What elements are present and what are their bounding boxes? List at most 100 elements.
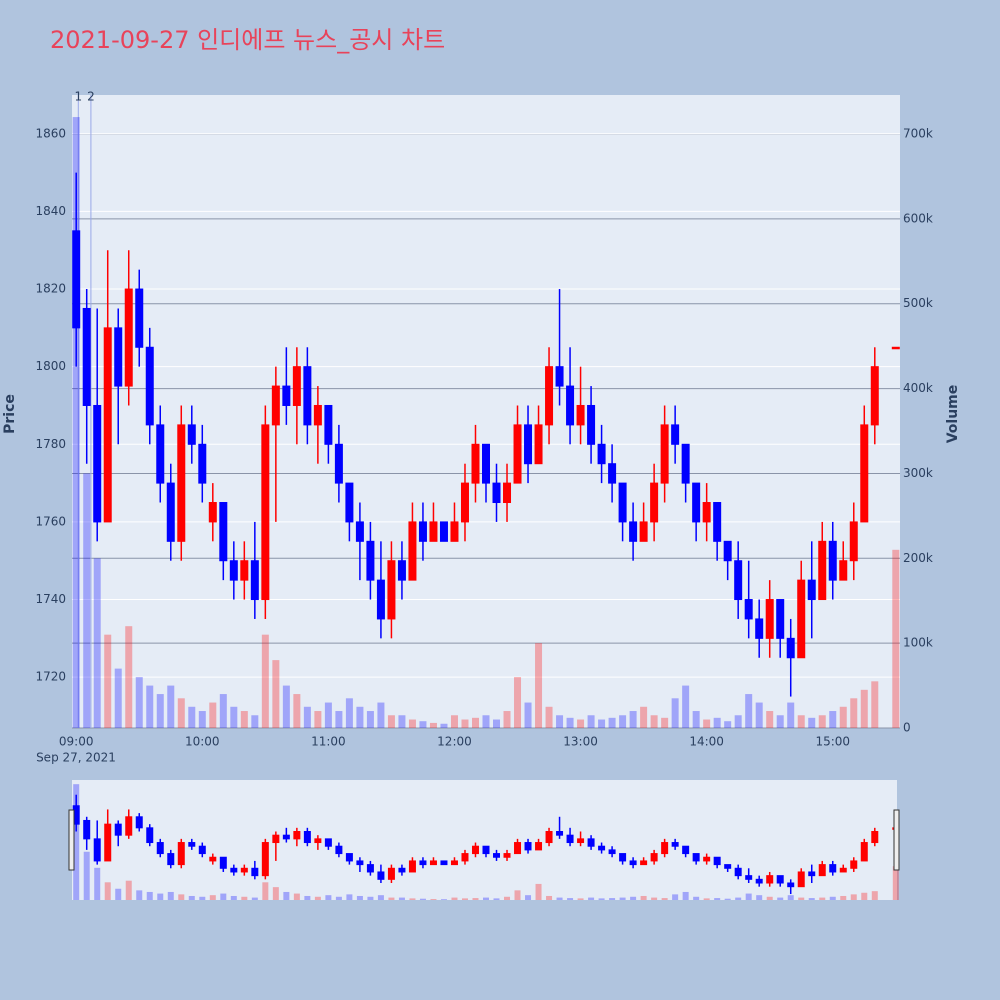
- candle-body: [503, 482, 512, 504]
- slider-candle-body: [114, 823, 122, 836]
- slider-volume-bar: [104, 882, 111, 900]
- volume-bar: [209, 702, 217, 728]
- candle-body: [72, 230, 81, 329]
- x-tick-label: 15:00: [815, 735, 850, 749]
- volume-bar: [787, 702, 795, 728]
- slider-volume-bar: [630, 896, 637, 900]
- slider-candle-body: [503, 853, 511, 858]
- slider-volume-bar: [546, 895, 553, 900]
- slider-volume-bar: [325, 895, 332, 900]
- y2-axis-title: Volume: [945, 385, 961, 444]
- candle-body: [313, 404, 322, 426]
- range-handle[interactable]: [68, 809, 75, 871]
- slider-volume-bar: [787, 895, 794, 900]
- candle-body: [387, 560, 396, 620]
- slider-candle-body: [135, 816, 143, 829]
- volume-bar: [335, 711, 343, 728]
- candle-body: [639, 521, 648, 542]
- candle-body: [786, 637, 795, 659]
- volume-bar: [93, 558, 101, 728]
- volume-bar: [146, 685, 154, 728]
- volume-bar: [293, 694, 301, 728]
- slider-candle-body: [419, 860, 427, 866]
- candle-body: [482, 443, 490, 484]
- range-slider[interactable]: [72, 780, 897, 900]
- slider-volume-bar: [283, 891, 290, 900]
- volume-bar: [261, 634, 269, 728]
- slider-candle-body: [514, 842, 522, 855]
- volume-bar: [398, 715, 406, 728]
- candle-body: [744, 599, 753, 620]
- volume-bar: [272, 660, 280, 728]
- slider-candle-body: [724, 864, 732, 869]
- volume-bar: [839, 706, 847, 728]
- candle-body: [408, 521, 417, 581]
- slider-candle-body: [797, 871, 805, 888]
- candle-body: [513, 424, 522, 484]
- volume-bar: [493, 719, 501, 728]
- slider-volume-bar: [567, 898, 574, 900]
- candle-body: [124, 288, 133, 387]
- volume-bar: [629, 711, 637, 728]
- slider-volume-bar: [483, 897, 489, 900]
- volume-bar: [387, 715, 395, 728]
- slider-volume-bar: [693, 896, 700, 900]
- plot-area: [72, 95, 900, 728]
- slider-volume-bar: [209, 895, 216, 900]
- slider-volume-bar: [398, 897, 405, 900]
- slider-candle-body: [629, 860, 637, 866]
- slider-candle-body: [598, 845, 606, 851]
- range-handle[interactable]: [893, 809, 900, 871]
- slider-candle-body: [471, 845, 479, 855]
- slider-volume-bar: [157, 893, 164, 900]
- candle-body: [671, 424, 680, 445]
- annotation-label: 1: [74, 90, 82, 104]
- candle-body: [439, 521, 448, 542]
- candle-body: [355, 521, 364, 542]
- candle-body: [492, 482, 501, 504]
- slider-volume-bar: [514, 890, 521, 900]
- slider-candle-body: [429, 860, 437, 866]
- slider-volume-bar: [577, 898, 584, 900]
- slider-volume-bar: [419, 898, 426, 900]
- x-tick-label: 13:00: [563, 735, 598, 749]
- slider-candle-body: [482, 845, 490, 855]
- volume-bar: [461, 719, 469, 728]
- y-tick-label: 1820: [35, 282, 66, 296]
- slider-candle-body: [261, 842, 269, 877]
- candle-body: [545, 366, 554, 426]
- volume-bar: [114, 668, 122, 728]
- slider-volume-bar: [682, 891, 689, 900]
- volume-bar: [745, 694, 753, 728]
- candle-body: [660, 424, 669, 484]
- volume-bar: [324, 702, 332, 728]
- slider-candle-body: [188, 842, 196, 847]
- slider-candle-body: [398, 867, 406, 873]
- slider-volume-bar: [535, 883, 542, 900]
- slider-candle-body: [692, 853, 700, 862]
- slider-candle-body: [230, 867, 238, 873]
- volume-bar: [356, 706, 364, 728]
- slider-candle-body: [829, 864, 837, 873]
- volume-bar: [619, 715, 627, 728]
- candle-body: [156, 424, 165, 484]
- candle-body: [229, 560, 238, 581]
- slider-volume-bar: [745, 893, 752, 900]
- slider-candle-body: [335, 845, 343, 855]
- candle-body: [135, 288, 144, 348]
- candle-body: [208, 502, 217, 523]
- slider-volume-bar: [766, 896, 773, 900]
- candle-body: [145, 346, 154, 426]
- y2-tick-label: 300k: [903, 466, 933, 480]
- slider-candle-body: [146, 827, 154, 844]
- candle-body: [765, 599, 774, 639]
- slider-volume-bar: [598, 898, 605, 900]
- candle-body: [82, 307, 91, 406]
- slider-volume-bar: [73, 784, 80, 900]
- candle-body: [776, 599, 785, 639]
- volume-bar: [514, 677, 522, 728]
- volume-bar: [419, 721, 427, 728]
- slider-candle-body: [734, 867, 742, 877]
- candle-body: [429, 521, 438, 542]
- candle-body: [587, 404, 596, 445]
